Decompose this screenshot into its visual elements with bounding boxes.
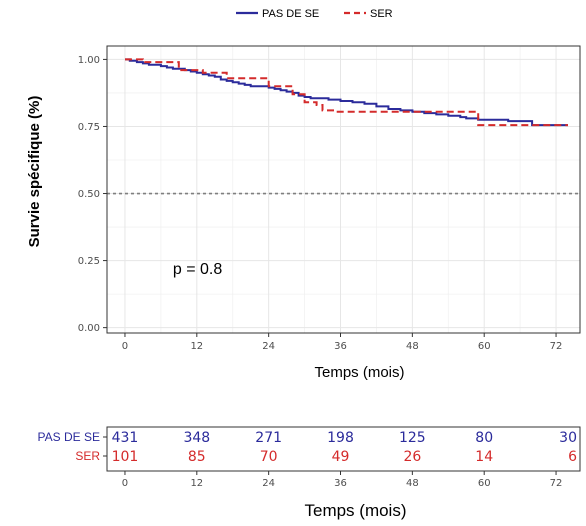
- risk-x-tick-label: 36: [334, 478, 347, 489]
- legend: PAS DE SE SER: [236, 8, 393, 20]
- risk-x-tick-label: 24: [262, 478, 275, 489]
- risk-row-label: PAS DE SE: [38, 430, 100, 444]
- risk-x-tick-label: 48: [406, 478, 419, 489]
- risk-count: 30: [559, 430, 577, 446]
- x-axis: 0 12 24 36 48 60 72: [122, 333, 563, 352]
- risk-count: 198: [327, 430, 354, 446]
- risk-count: 26: [403, 449, 421, 465]
- y-tick-label: 0.00: [78, 323, 100, 334]
- x-tick-label: 72: [550, 341, 563, 352]
- y-tick-label: 0.50: [78, 189, 100, 200]
- risk-x-tick-label: 72: [550, 478, 563, 489]
- y-tick-label: 0.75: [78, 122, 100, 133]
- risk-count: 49: [332, 449, 350, 465]
- x-tick-label: 48: [406, 341, 419, 352]
- x-tick-label: 0: [122, 341, 128, 352]
- survival-curves: [125, 58, 568, 127]
- legend-label-pas-de-se: PAS DE SE: [262, 8, 319, 20]
- y-tick-label: 1.00: [78, 55, 100, 66]
- risk-count: 6: [568, 449, 577, 465]
- plot-panel-border: [106, 45, 581, 334]
- risk-count: 85: [188, 449, 206, 465]
- risk-count: 125: [399, 430, 426, 446]
- risk-count: 271: [255, 430, 282, 446]
- risk-row-label: SER: [75, 449, 100, 463]
- risk-count: 70: [260, 449, 278, 465]
- x-tick-label: 60: [478, 341, 491, 352]
- x-tick-label: 24: [262, 341, 275, 352]
- x-tick-label: 36: [334, 341, 347, 352]
- survival-curve-ser: [125, 58, 568, 127]
- p-value-annotation: p = 0.8: [173, 261, 222, 278]
- risk-count: 80: [475, 430, 493, 446]
- y-axis-title: Survie spécifique (%): [26, 96, 43, 248]
- risk-table-x-axis-title: Temps (mois): [304, 501, 406, 520]
- risk-count: 431: [112, 430, 139, 446]
- risk-x-tick-label: 60: [478, 478, 491, 489]
- y-axis: 0.00 0.25 0.50 0.75 1.00: [78, 55, 107, 334]
- risk-table: PAS DE SE 431 348 271 198 125 80 30 SER 101 85 70 49…: [38, 426, 581, 520]
- x-tick-label: 12: [190, 341, 203, 352]
- risk-count: 348: [183, 430, 210, 446]
- risk-count: 101: [112, 449, 139, 465]
- y-tick-label: 0.25: [78, 256, 100, 267]
- gridlines: [107, 46, 580, 333]
- risk-x-tick-label: 12: [190, 478, 203, 489]
- risk-count: 14: [475, 449, 493, 465]
- x-axis-title: Temps (mois): [314, 364, 404, 381]
- risk-table-border: [106, 426, 581, 472]
- legend-label-ser: SER: [370, 8, 393, 20]
- risk-x-tick-label: 0: [122, 478, 128, 489]
